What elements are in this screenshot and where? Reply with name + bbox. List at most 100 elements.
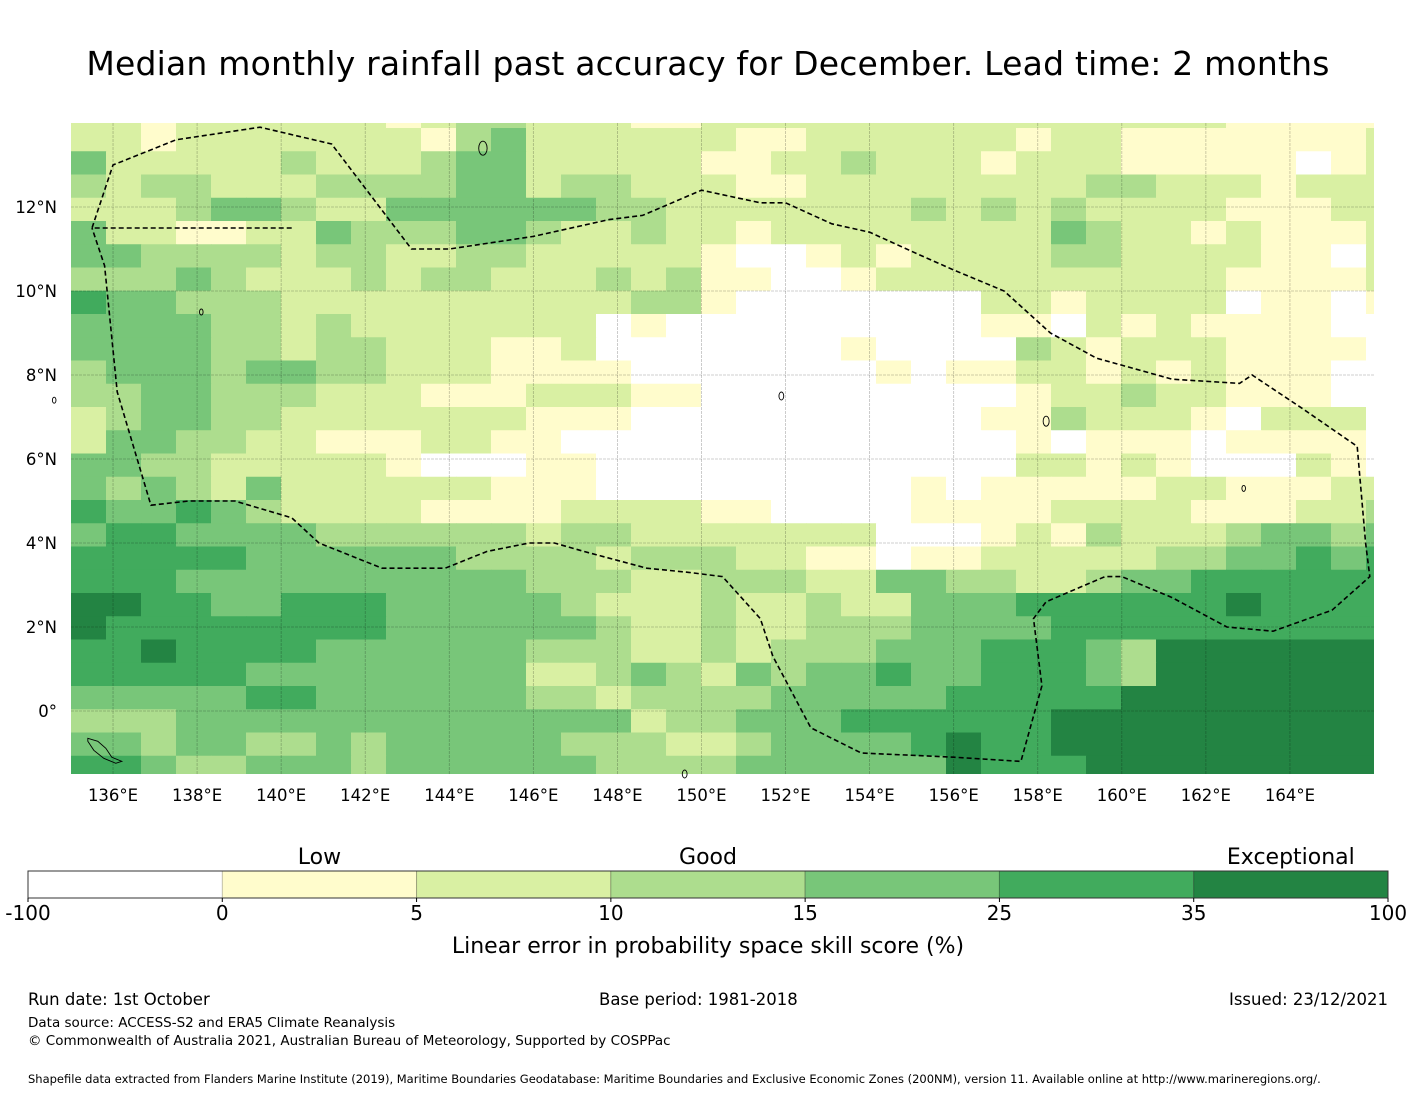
eez-boundary-line: [90, 126, 1371, 763]
heatmap-cell: [841, 197, 877, 222]
heatmap-cell: [1296, 546, 1332, 571]
heatmap-cell: [631, 244, 667, 268]
colorbar: -100 0 5 10 15 25 35 100 Low Good Exceptional Linea…: [5, 845, 1407, 959]
heatmap-cell: [1121, 662, 1157, 687]
heatmap-cell: [386, 123, 422, 129]
heatmap-cell: [1226, 221, 1262, 245]
heatmap-cell: [876, 151, 912, 175]
y-tick-label: 2°N: [26, 618, 57, 637]
heatmap-cell: [806, 755, 842, 774]
heatmap-cell: [1191, 616, 1227, 640]
heatmap-cell: [386, 221, 422, 245]
heatmap-cell: [1296, 244, 1332, 268]
heatmap-cell: [176, 337, 212, 361]
heatmap-cell: [1296, 360, 1332, 385]
heatmap-cell: [596, 709, 632, 733]
heatmap-cell: [1191, 500, 1227, 524]
island-outline: [51, 396, 57, 404]
heatmap-cell: [1331, 639, 1367, 664]
heatmap-cell: [141, 337, 177, 361]
heatmap-cell: [1051, 314, 1087, 338]
colorbar-category-label: Exceptional: [1227, 845, 1355, 870]
heatmap-cell: [421, 755, 457, 774]
heatmap-cell: [246, 314, 282, 338]
heatmap-cell: [71, 593, 107, 617]
heatmap-cell: [596, 593, 632, 617]
heatmap-cell: [946, 686, 982, 710]
heatmap-cell: [946, 128, 982, 152]
heatmap-cell: [386, 593, 422, 617]
heatmap-cell: [1156, 523, 1192, 547]
heatmap-cell: [981, 360, 1017, 385]
heatmap-cell: [561, 569, 597, 594]
heatmap-cell: [1121, 709, 1157, 733]
heatmap-cell: [876, 686, 912, 710]
heatmap-cell: [876, 407, 912, 431]
heatmap-cell: [526, 686, 562, 710]
heatmap-cell: [771, 686, 807, 710]
heatmap-cell: [316, 662, 352, 687]
heatmap-cell: [736, 616, 772, 640]
heatmap-cell: [911, 290, 947, 315]
heatmap-cell: [526, 128, 562, 152]
heatmap-cell: [631, 639, 667, 664]
heatmap-cell: [246, 546, 282, 571]
heatmap-cell: [1016, 360, 1052, 385]
heatmap-cell: [141, 244, 177, 268]
heatmap-cell: [1121, 151, 1157, 175]
heatmap-cell: [176, 407, 212, 431]
heatmap-cell: [211, 430, 247, 454]
heatmap-cell: [596, 197, 632, 222]
heatmap-cell: [1296, 174, 1332, 199]
heatmap-cell: [701, 546, 737, 571]
heatmap-cell: [1051, 407, 1087, 431]
heatmap-cell: [806, 430, 842, 454]
heatmap-cell: [1331, 523, 1367, 547]
heatmap-cell: [911, 407, 947, 431]
heatmap-cell: [1156, 197, 1192, 222]
heatmap-cell: [246, 476, 282, 501]
heatmap-cell: [456, 686, 492, 710]
heatmap-cell: [701, 290, 737, 315]
heatmap-cell: [981, 686, 1017, 710]
heatmap-cell: [1086, 662, 1122, 687]
heatmap-cell: [456, 709, 492, 733]
heatmap-cell: [736, 407, 772, 431]
colorbar-tick-label: -100: [5, 901, 50, 925]
heatmap-cell: [106, 616, 142, 640]
heatmap-cell: [141, 290, 177, 315]
heatmap-cell: [1086, 360, 1122, 385]
heatmap-cell: [176, 290, 212, 315]
colorbar-tick-label: 25: [987, 901, 1012, 925]
heatmap-cell: [911, 174, 947, 199]
heatmap-cell: [806, 407, 842, 431]
heatmap-cell: [491, 662, 527, 687]
heatmap-cell: [1156, 546, 1192, 571]
heatmap-cell: [141, 686, 177, 710]
heatmap-cell: [386, 569, 422, 594]
heatmap-cell: [1191, 639, 1227, 664]
heatmap-cell: [351, 151, 387, 175]
heatmap-cell: [1261, 314, 1297, 338]
heatmap-cell: [736, 197, 772, 222]
heatmap-cell: [911, 593, 947, 617]
x-tick-label: 140°E: [256, 786, 306, 805]
heatmap-cell: [1331, 128, 1367, 152]
heatmap-cell: [1331, 569, 1367, 594]
heatmap-cell: [561, 383, 597, 408]
heatmap-cell: [946, 197, 982, 222]
heatmap-cell: [1086, 197, 1122, 222]
heatmap-cell: [211, 244, 247, 268]
heatmap-cell: [421, 523, 457, 547]
heatmap-cell: [806, 267, 842, 292]
heatmap-cell: [106, 639, 142, 664]
heatmap-cell: [701, 430, 737, 454]
heatmap-cell: [1226, 174, 1262, 199]
heatmap-cell: [351, 314, 387, 338]
heatmap-cell: [701, 523, 737, 547]
heatmap-cell: [771, 430, 807, 454]
heatmap-cell: [176, 476, 212, 501]
heatmap-cell: [316, 314, 352, 338]
heatmap-cell: [386, 755, 422, 774]
heatmap-cell: [1261, 616, 1297, 640]
